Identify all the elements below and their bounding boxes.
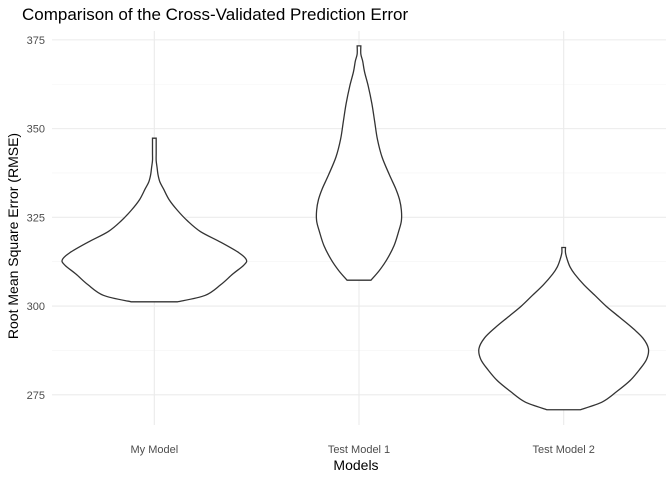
x-tick-label: My Model [130, 444, 178, 456]
violins [61, 45, 650, 411]
y-axis-ticks: 275 300 325 350 375 [27, 35, 45, 402]
violin-my-model [61, 137, 248, 303]
y-tick-label: 350 [27, 124, 45, 136]
y-axis-title: Root Mean Square Error (RMSE) [5, 133, 21, 339]
x-tick-label: Test Model 2 [532, 444, 594, 456]
y-tick-label: 300 [27, 301, 45, 313]
y-tick-label: 375 [27, 35, 45, 47]
violin-test-model-2 [478, 246, 650, 411]
x-axis-title: Models [333, 457, 378, 473]
x-tick-label: Test Model 1 [328, 444, 390, 456]
x-axis-ticks: My Model Test Model 1 Test Model 2 [130, 444, 594, 456]
violin-test-model-1 [315, 45, 403, 281]
chart-title: Comparison of the Cross-Validated Predic… [22, 5, 408, 24]
y-tick-label: 325 [27, 212, 45, 224]
y-tick-label: 275 [27, 390, 45, 402]
